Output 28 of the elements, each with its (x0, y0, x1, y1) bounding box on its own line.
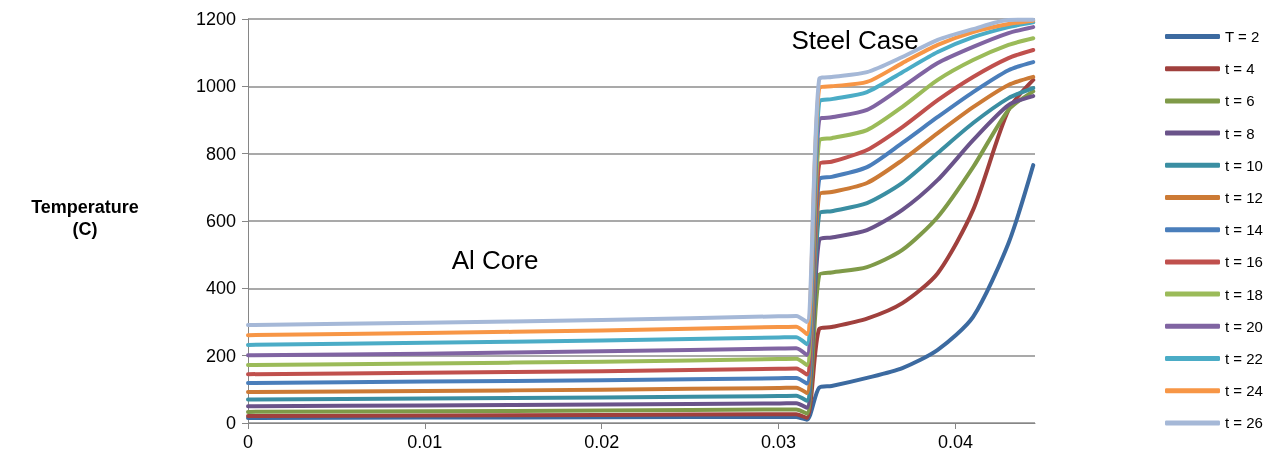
x-tick-label: 0.04 (937, 432, 973, 452)
x-tick-label: 0.03 (761, 432, 797, 452)
legend-label: t = 8 (1225, 124, 1255, 142)
y-tick-label: 800 (205, 143, 236, 164)
y-axis-title: Temperature (C) (30, 196, 140, 240)
y-tick-label: 0 (225, 413, 236, 433)
legend-label: t = 18 (1225, 285, 1263, 303)
legend-label: t = 20 (1225, 317, 1263, 335)
x-tick-label: 0 (242, 432, 254, 452)
legend-label: t = 26 (1225, 414, 1263, 432)
legend-label: t = 10 (1225, 156, 1263, 174)
x-tick-label: 0.01 (407, 432, 443, 452)
legend-label: T = 2 (1225, 28, 1260, 45)
y-tick-label: 600 (205, 211, 236, 231)
legend-label: t = 14 (1225, 221, 1263, 239)
legend-label: t = 16 (1225, 253, 1263, 271)
y-tick-label: 200 (205, 345, 236, 366)
annotation: Steel Case (791, 25, 919, 55)
legend-label: t = 6 (1225, 92, 1255, 110)
y-tick-label: 400 (205, 278, 236, 299)
legend-label: t = 24 (1225, 382, 1263, 400)
annotation: Al Core (451, 245, 539, 275)
legend-label: t = 22 (1225, 350, 1263, 367)
legend-label: t = 4 (1225, 60, 1255, 78)
legend-label: t = 12 (1225, 189, 1263, 206)
x-tick-label: 0.02 (584, 432, 620, 452)
y-tick-label: 1000 (195, 76, 236, 97)
y-tick-label: 1200 (195, 9, 236, 29)
